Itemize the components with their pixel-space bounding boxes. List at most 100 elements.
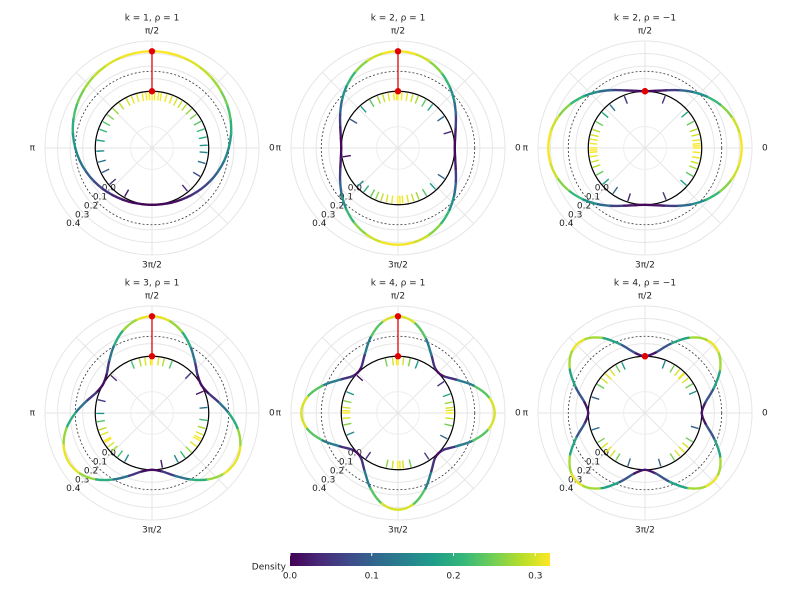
density-curve <box>424 336 433 357</box>
density-curve <box>197 65 213 79</box>
panel-title: k = 2, ρ = 1 <box>371 14 426 24</box>
r-tick-label: 0.2 <box>577 466 591 476</box>
rug-tick <box>692 138 701 142</box>
rug-tick <box>168 95 173 104</box>
rug-tick <box>96 139 105 142</box>
grid-circle <box>562 65 728 231</box>
rug-tick <box>107 441 115 448</box>
polar-panel: k = 1, ρ = 1 0.00.10.20.30.4 0 π/2 π 3π/2 <box>30 14 275 271</box>
theta-tick-label: 3π/2 <box>635 261 655 271</box>
rug-tick <box>342 406 351 409</box>
rug-tick <box>445 406 454 409</box>
grid-circle <box>575 78 715 218</box>
rug-tick <box>407 358 411 367</box>
density-curve <box>568 95 585 106</box>
r-tick-label: 0.4 <box>559 219 574 229</box>
density-curve <box>574 386 586 404</box>
density-curve <box>668 480 690 490</box>
rug-tick <box>601 111 609 119</box>
polar-panel: k = 3, ρ = 1 0.00.10.20.30.4 0 π/2 π 3π/2 <box>30 279 275 536</box>
density-curve <box>193 360 199 377</box>
density-curve <box>568 455 574 476</box>
theta-tick-label: 3π/2 <box>388 526 408 536</box>
density-curve <box>730 115 741 133</box>
rug-tick <box>346 431 355 436</box>
density-curve <box>717 350 722 371</box>
density-curve <box>103 56 121 68</box>
r-tick-label: 0.0 <box>348 184 363 194</box>
panel-title: k = 1, ρ = 1 <box>125 14 180 24</box>
theta-tick-label: π/2 <box>391 292 405 302</box>
rug-tick <box>376 95 381 104</box>
r-tick-label: 0.4 <box>312 219 327 229</box>
rug-tick <box>164 94 168 103</box>
rug-tick <box>198 136 207 140</box>
density-curve <box>668 336 690 346</box>
rug-tick <box>410 94 414 103</box>
spoke <box>75 412 153 490</box>
density-curve <box>700 401 707 415</box>
density-curve <box>705 473 720 488</box>
rug-tick <box>196 128 205 133</box>
rug-tick <box>674 449 681 457</box>
rug-tick <box>589 154 598 158</box>
density-curve <box>570 473 585 488</box>
rug-tick <box>104 437 112 444</box>
spoke <box>321 71 399 149</box>
reference-circle <box>567 335 723 491</box>
density-curve <box>95 478 115 482</box>
rug-tick <box>349 118 358 124</box>
grid-circle <box>376 126 420 170</box>
spoke <box>321 147 399 225</box>
density-curve <box>300 395 309 415</box>
density-curve <box>549 163 560 181</box>
rug-tick <box>124 189 130 197</box>
rug-tick <box>168 360 173 369</box>
density-curve <box>453 156 457 171</box>
theta-tick-label: 3π/2 <box>142 261 162 271</box>
rug-tick <box>415 191 420 200</box>
r-tick-label: 0.3 <box>568 210 582 220</box>
density-curve <box>737 130 743 150</box>
density-curve <box>448 85 456 103</box>
theta-tick-label: 0 <box>762 409 768 419</box>
density-curve <box>596 202 613 208</box>
rug-tick <box>195 390 204 396</box>
rug-tick <box>590 133 599 138</box>
density-curve <box>353 221 368 236</box>
density-curve <box>705 338 720 353</box>
density-curve <box>570 338 585 353</box>
density-curve <box>167 51 186 60</box>
density-curve <box>189 345 197 364</box>
density-curve <box>345 208 356 225</box>
density-curve <box>547 130 553 150</box>
density-curve <box>345 71 356 88</box>
density-curve <box>600 480 622 490</box>
r-tick-label: 0.3 <box>75 210 89 220</box>
rug-tick <box>157 92 160 101</box>
rug-tick <box>595 170 604 176</box>
rug-tick <box>157 357 160 366</box>
density-curve <box>712 436 722 458</box>
polar-panel: k = 2, ρ = −1 0.00.10.20.30.4 0 π/2 π 3π/2 <box>523 14 768 271</box>
rug-tick <box>405 92 409 102</box>
density-curve <box>440 71 451 88</box>
rug-tick <box>443 130 452 135</box>
rug-tick <box>691 133 700 137</box>
r-tick-label: 0.1 <box>339 458 353 468</box>
density-curve <box>487 411 496 431</box>
theta-tick-label: 0 <box>269 409 275 419</box>
density-curve <box>380 240 400 246</box>
r-tick-label: 0.1 <box>339 193 353 203</box>
density-curve <box>223 146 230 162</box>
rug-tick <box>342 416 351 420</box>
r-tick-label: 0.0 <box>102 449 117 459</box>
density-curve <box>547 146 553 166</box>
grid-circle <box>44 305 260 521</box>
density-curve <box>428 221 443 236</box>
density-curve <box>363 336 372 357</box>
rug-tick <box>657 458 662 467</box>
density-curve <box>452 99 458 116</box>
density-curve <box>161 470 177 477</box>
density-curve <box>67 460 82 475</box>
